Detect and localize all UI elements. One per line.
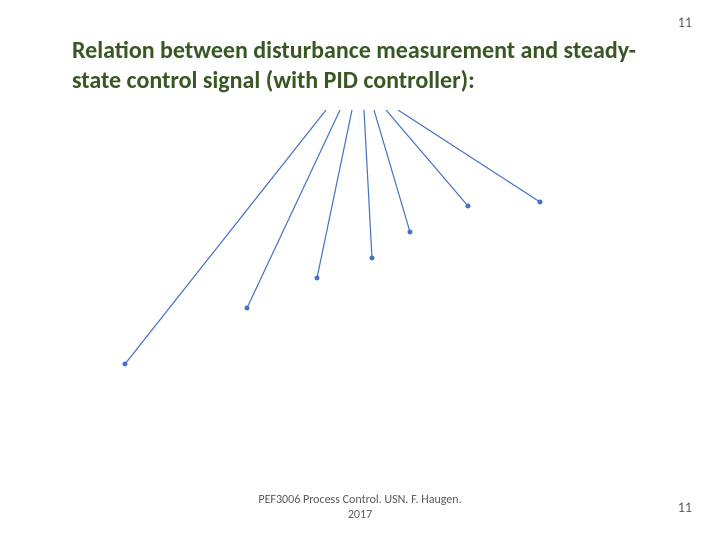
footer-line-1: PEF3006 Process Control. USN. F. Haugen. — [0, 493, 720, 507]
page-number-bottom: 11 — [678, 499, 692, 516]
page-number-top: 11 — [678, 14, 692, 31]
arrows-diagram — [0, 110, 720, 430]
footer: PEF3006 Process Control. USN. F. Haugen.… — [0, 493, 720, 522]
footer-line-2: 2017 — [0, 508, 720, 522]
slide-title: Relation between disturbance measurement… — [72, 36, 648, 96]
